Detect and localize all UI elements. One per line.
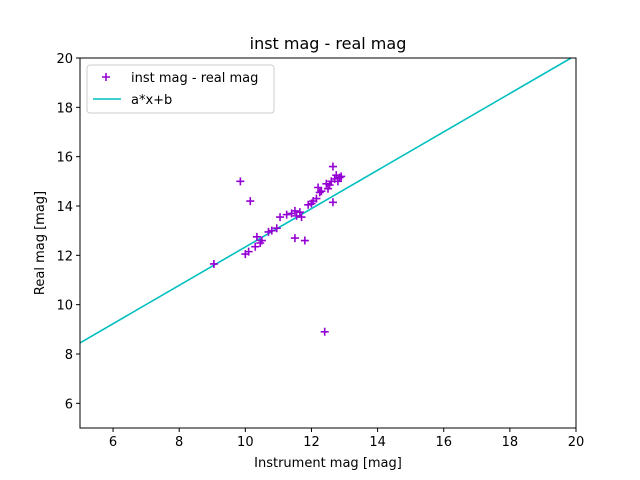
data-point: [244, 247, 253, 256]
data-point: [290, 234, 299, 243]
data-point: [295, 208, 304, 217]
legend: inst mag - real mag a*x+b: [86, 64, 275, 114]
data-point: [328, 198, 337, 207]
fit-line: [80, 58, 572, 344]
data-point: [246, 197, 255, 206]
x-tick-label: 20: [568, 435, 585, 450]
y-axis-label: Real mag [mag]: [33, 191, 48, 295]
y-tick-label: 18: [56, 101, 73, 116]
y-tick-label: 12: [56, 249, 73, 264]
data-point: [324, 184, 332, 193]
y-axis: 6 8 10 12 14 16 18 20: [56, 52, 80, 412]
data-point: [320, 327, 329, 336]
data-point: [312, 194, 321, 203]
data-point: [337, 172, 346, 181]
plot-area: [80, 58, 572, 344]
data-point: [317, 187, 326, 196]
y-tick-label: 10: [56, 299, 73, 314]
plot-frame: [79, 57, 577, 429]
legend-box: [86, 64, 275, 114]
x-tick-label: 12: [303, 435, 320, 450]
data-point: [251, 242, 260, 251]
x-axis: 6 8 10 12 14 16 18 20: [109, 428, 584, 450]
legend-marker-scatter: [102, 73, 110, 81]
data-point: [328, 162, 337, 171]
data-point: [267, 226, 276, 235]
data-point: [276, 213, 285, 222]
data-point: [315, 188, 324, 197]
data-point: [272, 224, 281, 233]
chart-title: inst mag - real mag: [250, 34, 407, 53]
data-point: [257, 236, 266, 245]
data-point: [209, 259, 218, 268]
data-point: [325, 181, 334, 190]
data-point: [300, 236, 309, 245]
x-axis-label: Instrument mag [mag]: [254, 456, 402, 471]
legend-label: inst mag - real mag: [131, 71, 258, 86]
y-tick-label: 8: [65, 348, 73, 363]
data-point: [282, 210, 291, 219]
x-tick-label: 18: [502, 435, 519, 450]
x-tick-label: 10: [237, 435, 254, 450]
x-tick-label: 8: [175, 435, 183, 450]
data-point: [333, 177, 342, 186]
data-point: [236, 177, 245, 186]
data-point: [252, 232, 261, 241]
y-tick-label: 14: [56, 200, 73, 215]
data-point: [297, 213, 306, 222]
data-point: [290, 206, 299, 215]
x-tick-label: 14: [369, 435, 386, 450]
x-tick-label: 6: [109, 435, 117, 450]
y-tick-label: 16: [56, 151, 73, 166]
legend-label: a*x+b: [131, 93, 172, 108]
data-point: [335, 173, 344, 182]
y-tick-label: 6: [65, 397, 73, 412]
y-tick-label: 20: [56, 52, 73, 67]
x-tick-label: 16: [435, 435, 452, 450]
